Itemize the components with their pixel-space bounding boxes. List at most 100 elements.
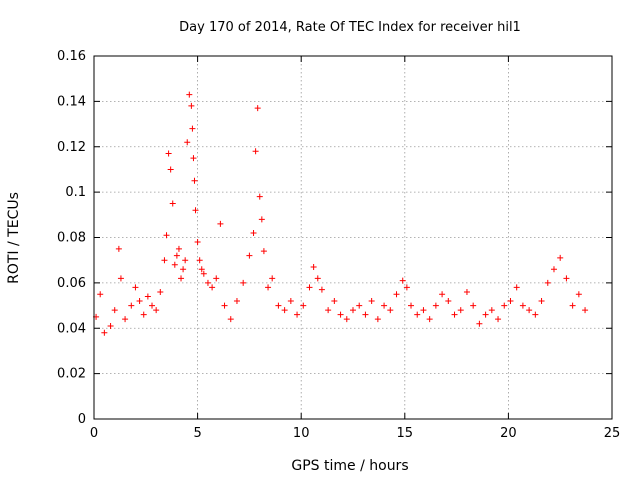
grid-lines xyxy=(94,56,612,419)
data-point xyxy=(217,220,224,227)
data-point xyxy=(381,302,388,309)
y-tick-label: 0.08 xyxy=(57,231,86,246)
data-point xyxy=(101,329,108,336)
data-point xyxy=(186,91,193,98)
data-point xyxy=(122,316,129,323)
data-point xyxy=(115,245,122,252)
data-point xyxy=(184,139,191,146)
data-point xyxy=(432,302,439,309)
x-tick-label: 15 xyxy=(397,426,414,441)
data-point xyxy=(300,302,307,309)
data-point xyxy=(140,311,147,318)
data-point xyxy=(196,257,203,264)
data-point xyxy=(161,257,168,264)
data-point xyxy=(575,291,582,298)
y-tick-label: 0.12 xyxy=(57,140,86,155)
data-point xyxy=(190,155,197,162)
y-tick-label: 0.1 xyxy=(65,185,86,200)
data-point xyxy=(331,298,338,305)
data-point xyxy=(250,229,257,236)
data-point xyxy=(111,307,118,314)
data-point xyxy=(414,311,421,318)
data-point xyxy=(387,307,394,314)
data-point xyxy=(227,316,234,323)
data-points xyxy=(93,91,589,336)
data-point xyxy=(294,311,301,318)
data-point xyxy=(265,284,272,291)
y-tick-label: 0.16 xyxy=(57,49,86,64)
x-tick-label: 5 xyxy=(193,426,201,441)
data-point xyxy=(476,320,483,327)
data-point xyxy=(233,298,240,305)
data-point xyxy=(544,279,551,286)
data-point xyxy=(200,270,207,277)
data-point xyxy=(457,307,464,314)
data-point xyxy=(532,311,539,318)
data-point xyxy=(107,322,114,329)
data-point xyxy=(258,216,265,223)
data-point xyxy=(188,102,195,109)
x-tick-label: 20 xyxy=(500,426,517,441)
data-point xyxy=(165,150,172,157)
data-point xyxy=(374,316,381,323)
data-point xyxy=(408,302,415,309)
data-point xyxy=(246,252,253,259)
data-point xyxy=(191,177,198,184)
data-point xyxy=(167,166,174,173)
x-tick-label: 10 xyxy=(293,426,310,441)
data-point xyxy=(399,277,406,284)
data-point xyxy=(501,302,508,309)
data-point xyxy=(97,291,104,298)
data-point xyxy=(136,298,143,305)
data-point xyxy=(356,302,363,309)
data-point xyxy=(204,279,211,286)
data-point xyxy=(306,284,313,291)
data-point xyxy=(519,302,526,309)
data-point xyxy=(117,275,124,282)
x-axis-label: GPS time / hours xyxy=(291,458,408,474)
data-point xyxy=(178,275,185,282)
y-tick-label: 0.06 xyxy=(57,276,86,291)
data-point xyxy=(189,125,196,132)
data-point xyxy=(144,293,151,300)
data-point xyxy=(213,275,220,282)
data-point xyxy=(362,311,369,318)
data-point xyxy=(368,298,375,305)
data-point xyxy=(163,232,170,239)
data-point xyxy=(513,284,520,291)
data-point xyxy=(557,254,564,261)
axes: 0 0.02 0.04 0.06 0.08 0.1 0.12 0.14 0.16 0 5 10 15 20… xyxy=(57,49,620,441)
y-tick-label: 0.14 xyxy=(57,94,86,109)
data-point xyxy=(563,275,570,282)
y-tick-label: 0.02 xyxy=(57,367,86,382)
data-point xyxy=(495,316,502,323)
data-point xyxy=(275,302,282,309)
data-point xyxy=(439,291,446,298)
data-point xyxy=(173,252,180,259)
data-point xyxy=(175,245,182,252)
data-point xyxy=(149,302,156,309)
data-point xyxy=(470,302,477,309)
data-point xyxy=(343,316,350,323)
data-point xyxy=(281,307,288,314)
data-point xyxy=(269,275,276,282)
data-point xyxy=(507,298,514,305)
data-point xyxy=(287,298,294,305)
data-point xyxy=(252,148,259,155)
data-point xyxy=(445,298,452,305)
data-point xyxy=(482,311,489,318)
x-tick-label: 25 xyxy=(604,426,621,441)
data-point xyxy=(393,291,400,298)
x-tick-label: 0 xyxy=(90,426,98,441)
data-point xyxy=(582,307,589,314)
data-point xyxy=(240,279,247,286)
data-point xyxy=(526,307,533,314)
data-point xyxy=(256,193,263,200)
data-point xyxy=(318,286,325,293)
data-point xyxy=(198,266,205,273)
data-point xyxy=(538,298,545,305)
data-point xyxy=(463,288,470,295)
data-point xyxy=(314,275,321,282)
data-point xyxy=(325,307,332,314)
data-point xyxy=(337,311,344,318)
